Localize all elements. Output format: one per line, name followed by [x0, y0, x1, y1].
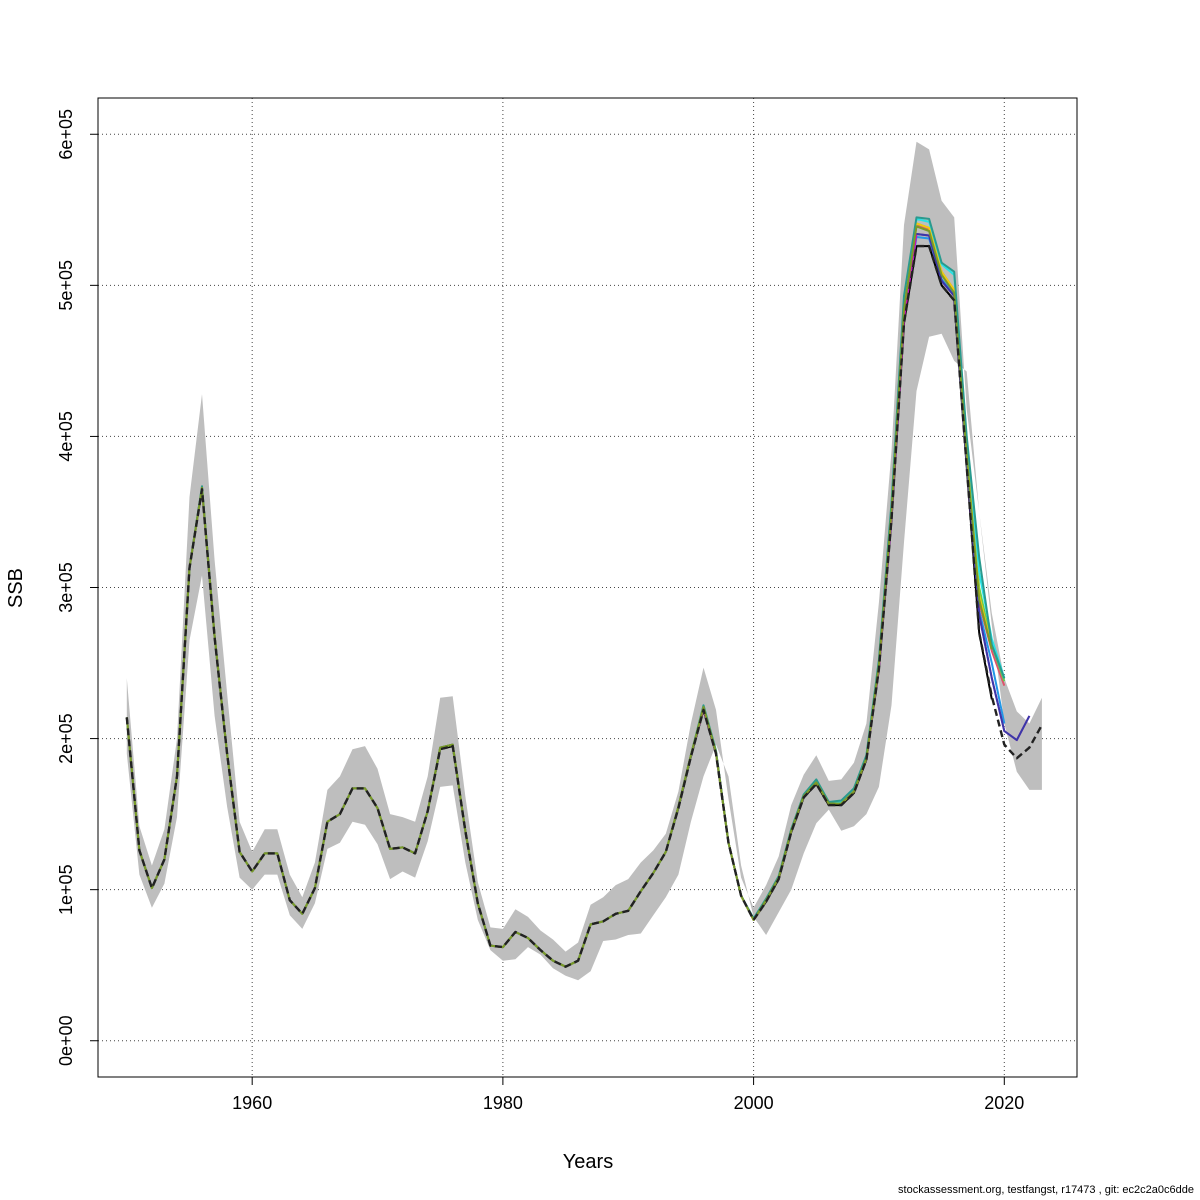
y-tick-label: 2e+05: [56, 713, 76, 764]
y-tick-label: 5e+05: [56, 260, 76, 311]
y-axis-title: SSB: [5, 568, 27, 608]
x-tick-label: 1980: [483, 1093, 523, 1113]
confidence-band-layer: [126, 141, 1042, 981]
y-tick-label: 3e+05: [56, 562, 76, 613]
y-tick-label: 6e+05: [56, 109, 76, 160]
x-tick-label: 2020: [984, 1093, 1024, 1113]
x-axis-title: Years: [563, 1151, 613, 1173]
axes: 1960 1980 2000 2020 0e+00 1e+05 2e+05 3e+05 4e+0…: [56, 109, 1024, 1113]
confidence-band: [126, 141, 1042, 981]
y-tick-label: 4e+05: [56, 411, 76, 462]
y-tick-label: 1e+05: [56, 864, 76, 915]
series-lines-layer: [125, 216, 1043, 968]
x-tick-label: 2000: [734, 1093, 774, 1113]
y-tick-label: 0e+00: [56, 1015, 76, 1066]
footer-credit: stockassessment.org, testfangst, r17473 …: [898, 1184, 1194, 1196]
series-line-11: [125, 244, 1043, 968]
x-tick-label: 1960: [232, 1093, 272, 1113]
